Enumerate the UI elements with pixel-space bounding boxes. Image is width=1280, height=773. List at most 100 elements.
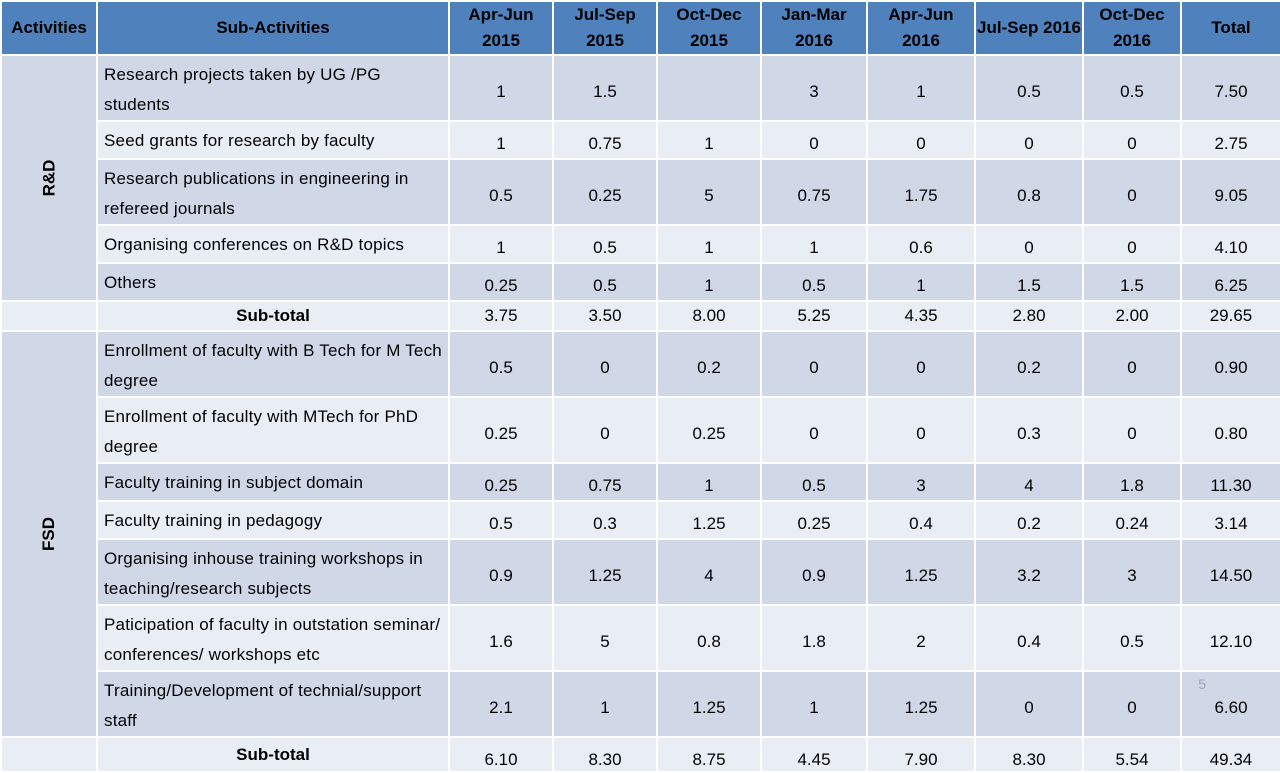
value-cell: 1	[760, 670, 868, 738]
header-activities: Activities	[0, 0, 98, 56]
value-cell: 0	[760, 120, 868, 160]
value-cell: 0.2	[974, 500, 1084, 540]
value-cell: 1.25	[552, 538, 658, 606]
value-cell: 1.8	[1082, 462, 1182, 502]
subtotal-value-cell: 49.34	[1180, 736, 1280, 773]
value-cell: 7.50	[1180, 54, 1280, 122]
subtotal-value-cell: 4.45	[760, 736, 868, 773]
header-jul-sep-2016: Jul-Sep 2016	[974, 0, 1084, 56]
table-row: Paticipation of faculty in outstation se…	[1, 604, 1280, 672]
value-cell: 1.25	[866, 670, 976, 738]
value-cell: 0	[974, 120, 1084, 160]
table-row: FSD Enrollment of faculty with B Tech for…	[0, 330, 1280, 738]
value-cell: 1	[448, 224, 554, 264]
value-cell: 14.50	[1180, 538, 1280, 606]
value-cell: 0.5	[760, 262, 868, 302]
value-cell: 1	[656, 120, 762, 160]
value-cell: 1	[656, 224, 762, 264]
table-row: Seed grants for research by faculty 1 0.75…	[1, 120, 1280, 160]
value-cell: 9.05	[1180, 158, 1280, 226]
subtotal-value-cell: 6.10	[448, 736, 554, 773]
subtotal-row: Sub-total 6.10 8.30 8.75 4.45 7.90 8.30 5.54 49.…	[0, 736, 1280, 773]
subtotal-value-cell: 4.35	[866, 300, 976, 332]
value-cell: 0.5	[1082, 54, 1182, 122]
subtotal-value-cell: 29.65	[1180, 300, 1280, 332]
table-row: R&D Research projects taken by UG /PG stu…	[0, 54, 1280, 302]
header-row: Activities Sub-Activities Apr-Jun 2015 J…	[0, 0, 1280, 56]
value-cell: 3	[866, 462, 976, 502]
subtotal-label: Sub-total	[96, 736, 450, 773]
value-cell: 0	[1082, 396, 1182, 464]
value-cell: 0.2	[656, 330, 762, 398]
value-cell: 1.5	[552, 54, 658, 122]
value-cell: 0	[760, 330, 868, 398]
value-cell: 0.75	[552, 120, 658, 160]
value-cell: 0	[1082, 330, 1182, 398]
value-cell: 0.80	[1180, 396, 1280, 464]
subtotal-blank-cell	[0, 300, 98, 332]
value-cell: 0.5	[552, 262, 658, 302]
activity-group-cell: FSD	[0, 330, 98, 738]
value-cell: 1.5	[974, 262, 1084, 302]
value-cell: 1.8	[760, 604, 868, 672]
value-cell: 0	[552, 396, 658, 464]
sub-activity-cell: Research projects taken by UG /PG studen…	[96, 54, 450, 122]
sub-activity-cell: Faculty training in pedagogy	[96, 500, 450, 540]
value-cell: 0	[1082, 120, 1182, 160]
value-cell: 5	[552, 604, 658, 672]
subtotal-value-cell: 7.90	[866, 736, 976, 773]
sub-activity-cell: Organising inhouse training workshops in…	[96, 538, 450, 606]
value-cell: 1	[552, 670, 658, 738]
value-cell: 11.30	[1180, 462, 1280, 502]
table-row: Enrollment of faculty with MTech for PhD…	[1, 396, 1280, 464]
table-row: Organising inhouse training workshops in…	[1, 538, 1280, 606]
sub-activity-cell: Faculty training in subject domain	[96, 462, 450, 502]
subtotal-blank-cell	[0, 736, 98, 773]
value-cell: 0	[974, 224, 1084, 264]
value-cell: 0.5	[552, 224, 658, 264]
value-cell: 0.9	[448, 538, 554, 606]
value-cell: 0.6	[866, 224, 976, 264]
sub-activity-cell: Organising conferences on R&D topics	[96, 224, 450, 264]
value-cell: 0.25	[656, 396, 762, 464]
subtotal-value-cell: 8.75	[656, 736, 762, 773]
activity-group-label: FSD	[39, 517, 58, 551]
subtotal-value-cell: 3.50	[552, 300, 658, 332]
value-cell: 3	[760, 54, 868, 122]
header-apr-jun-2015: Apr-Jun 2015	[448, 0, 554, 56]
value-cell: 0.4	[866, 500, 976, 540]
value-cell: 0.5	[760, 462, 868, 502]
value-cell: 4.10	[1180, 224, 1280, 264]
subtotal-row: Sub-total 3.75 3.50 8.00 5.25 4.35 2.80 2.00 29.…	[0, 300, 1280, 332]
value-cell: 2	[866, 604, 976, 672]
value-cell: 1.25	[656, 500, 762, 540]
value-cell: 1	[760, 224, 868, 264]
table-row: Research publications in engineering in …	[1, 158, 1280, 226]
value-cell: 0.5	[448, 158, 554, 226]
value-cell: 0	[974, 670, 1084, 738]
value-cell: 1	[656, 262, 762, 302]
sub-activity-cell: Training/Development of technial/support…	[96, 670, 450, 738]
value-cell: 0.90	[1180, 330, 1280, 398]
value-cell: 1.6	[448, 604, 554, 672]
value-cell: 0.2	[974, 330, 1084, 398]
value-cell: 12.10	[1180, 604, 1280, 672]
value-cell: 0.75	[760, 158, 868, 226]
table-body: R&D Research projects taken by UG /PG stu…	[0, 54, 1280, 773]
value-cell: 0.24	[1082, 500, 1182, 540]
header-jan-mar-2016: Jan-Mar 2016	[760, 0, 868, 56]
value-cell: 2.1	[448, 670, 554, 738]
value-cell: 0	[1082, 158, 1182, 226]
value-cell: 2.75	[1180, 120, 1280, 160]
value-cell: 5	[656, 158, 762, 226]
activity-group-cell: R&D	[0, 54, 98, 302]
header-jul-sep-2015: Jul-Sep 2015	[552, 0, 658, 56]
header-apr-jun-2016: Apr-Jun 2016	[866, 0, 976, 56]
table-row: Faculty training in pedagogy 0.5 0.3 1.25 0.…	[1, 500, 1280, 540]
value-cell: 0	[1082, 670, 1182, 738]
value-cell: 1	[656, 462, 762, 502]
table-row: Others 0.25 0.5 1 0.5 1 1.5 1.5 6.25	[1, 262, 1280, 302]
value-cell: 0.8	[974, 158, 1084, 226]
value-cell: 1	[448, 54, 554, 122]
